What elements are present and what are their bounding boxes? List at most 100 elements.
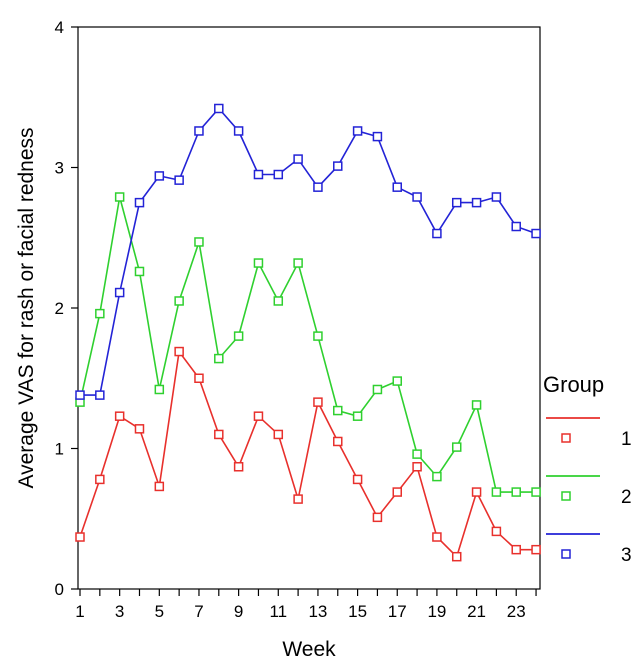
data-point	[471, 400, 482, 410]
legend-label-2: 2	[621, 487, 632, 508]
data-point	[412, 462, 422, 472]
data-point	[154, 384, 165, 395]
data-point	[511, 487, 521, 497]
data-point	[412, 192, 422, 202]
data-point	[114, 411, 125, 421]
data-point	[372, 512, 383, 523]
series-1	[75, 346, 541, 562]
data-point	[253, 258, 264, 268]
x-tick-label: 3	[115, 602, 124, 621]
legend-label-1: 1	[621, 429, 632, 450]
x-tick-label: 17	[388, 602, 407, 621]
data-point	[372, 131, 383, 142]
x-tick-label: 7	[194, 602, 203, 621]
data-point	[114, 287, 125, 298]
data-point	[313, 397, 323, 407]
data-point	[174, 175, 184, 185]
data-point	[154, 171, 165, 181]
data-point	[333, 161, 343, 171]
data-point	[134, 424, 145, 434]
data-point	[333, 436, 343, 447]
x-tick-label: 23	[507, 602, 526, 621]
data-point	[392, 487, 403, 497]
data-point	[253, 411, 264, 421]
data-point	[95, 390, 105, 400]
x-tick-label: 5	[155, 602, 164, 621]
data-point	[432, 532, 442, 542]
y-axis: 0 1 2 3 4	[55, 18, 78, 599]
data-point	[134, 266, 145, 277]
data-point	[194, 373, 204, 383]
y-tick-label: 3	[55, 159, 64, 178]
plot-frame	[77, 26, 541, 590]
data-point	[372, 384, 383, 395]
series-2-line	[79, 196, 537, 493]
data-point	[511, 221, 521, 232]
data-point	[333, 405, 343, 416]
data-point	[451, 197, 462, 208]
data-point	[194, 237, 204, 247]
legend-marker-2	[561, 491, 571, 501]
x-tick-label: 15	[348, 602, 367, 621]
data-point	[491, 192, 502, 202]
data-point	[491, 487, 502, 497]
data-point	[392, 376, 403, 386]
y-tick-label: 1	[55, 440, 64, 459]
series-1-line	[79, 349, 537, 559]
data-point	[432, 471, 442, 482]
y-axis-title: Average VAS for rash or facial redness	[15, 127, 38, 488]
data-point	[491, 526, 502, 537]
data-point	[451, 442, 462, 452]
x-tick-label: 13	[308, 602, 327, 621]
data-point	[214, 353, 224, 364]
data-point	[95, 308, 105, 319]
x-axis-title: Week	[282, 638, 336, 660]
data-point	[471, 487, 482, 497]
data-point	[352, 126, 363, 136]
data-point	[293, 258, 303, 268]
data-point	[471, 197, 482, 208]
data-point	[392, 182, 403, 192]
x-tick-label: 9	[234, 602, 243, 621]
x-tick-label: 19	[427, 602, 446, 621]
data-point	[313, 331, 323, 341]
series-2	[75, 192, 541, 497]
data-point	[531, 228, 541, 239]
data-point	[352, 474, 363, 485]
data-point	[233, 126, 244, 136]
series-3	[75, 103, 541, 400]
data-point	[531, 544, 541, 555]
data-point	[174, 346, 184, 357]
data-point	[194, 126, 204, 136]
data-point	[95, 474, 105, 485]
plot-area-border	[77, 26, 541, 590]
legend-marker-3	[561, 549, 571, 559]
data-point	[531, 487, 541, 497]
data-point	[412, 449, 422, 459]
data-point	[174, 296, 184, 306]
data-point	[293, 154, 303, 164]
data-point	[233, 462, 244, 472]
y-tick-label: 2	[55, 299, 64, 318]
x-tick-label: 21	[467, 602, 486, 621]
data-point	[154, 481, 165, 492]
data-point	[293, 494, 303, 504]
data-point	[214, 429, 224, 440]
data-point	[273, 169, 284, 180]
data-point	[511, 544, 521, 555]
data-point	[273, 296, 284, 306]
data-point	[432, 228, 442, 239]
legend-label-3: 3	[621, 545, 632, 566]
data-point	[253, 169, 264, 180]
data-point	[214, 103, 224, 114]
x-tick-label: 1	[75, 602, 84, 621]
legend-title: Group	[543, 372, 604, 397]
data-point	[134, 197, 145, 208]
x-tick-label: 11	[269, 602, 287, 621]
series-layer	[75, 103, 541, 562]
data-point	[313, 182, 323, 192]
x-axis: 1 3 5 7 9 11 13 15 17 19 21 23	[75, 589, 537, 621]
series-3-line	[80, 107, 537, 396]
data-point	[273, 429, 284, 440]
